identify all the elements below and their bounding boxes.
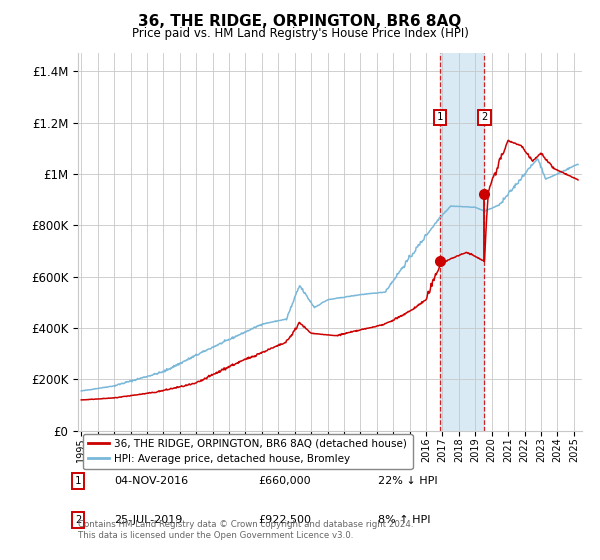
Text: 04-NOV-2016: 04-NOV-2016 (114, 476, 188, 486)
Text: 25-JUL-2019: 25-JUL-2019 (114, 515, 182, 525)
Text: 1: 1 (75, 476, 81, 486)
Text: 36, THE RIDGE, ORPINGTON, BR6 8AQ: 36, THE RIDGE, ORPINGTON, BR6 8AQ (139, 14, 461, 29)
Text: 1: 1 (437, 113, 443, 123)
Text: 8% ↑ HPI: 8% ↑ HPI (378, 515, 431, 525)
Text: 2: 2 (481, 113, 488, 123)
Text: 22% ↓ HPI: 22% ↓ HPI (378, 476, 437, 486)
Text: Contains HM Land Registry data © Crown copyright and database right 2024.: Contains HM Land Registry data © Crown c… (78, 520, 413, 529)
Bar (440, 53, 484, 431)
Text: 2: 2 (75, 515, 81, 525)
Text: This data is licensed under the Open Government Licence v3.0.: This data is licensed under the Open Gov… (78, 531, 353, 540)
Text: £922,500: £922,500 (258, 515, 311, 525)
Legend: 36, THE RIDGE, ORPINGTON, BR6 8AQ (detached house), HPI: Average price, detached: 36, THE RIDGE, ORPINGTON, BR6 8AQ (detac… (83, 433, 413, 469)
Text: £660,000: £660,000 (258, 476, 311, 486)
Text: Price paid vs. HM Land Registry's House Price Index (HPI): Price paid vs. HM Land Registry's House … (131, 27, 469, 40)
